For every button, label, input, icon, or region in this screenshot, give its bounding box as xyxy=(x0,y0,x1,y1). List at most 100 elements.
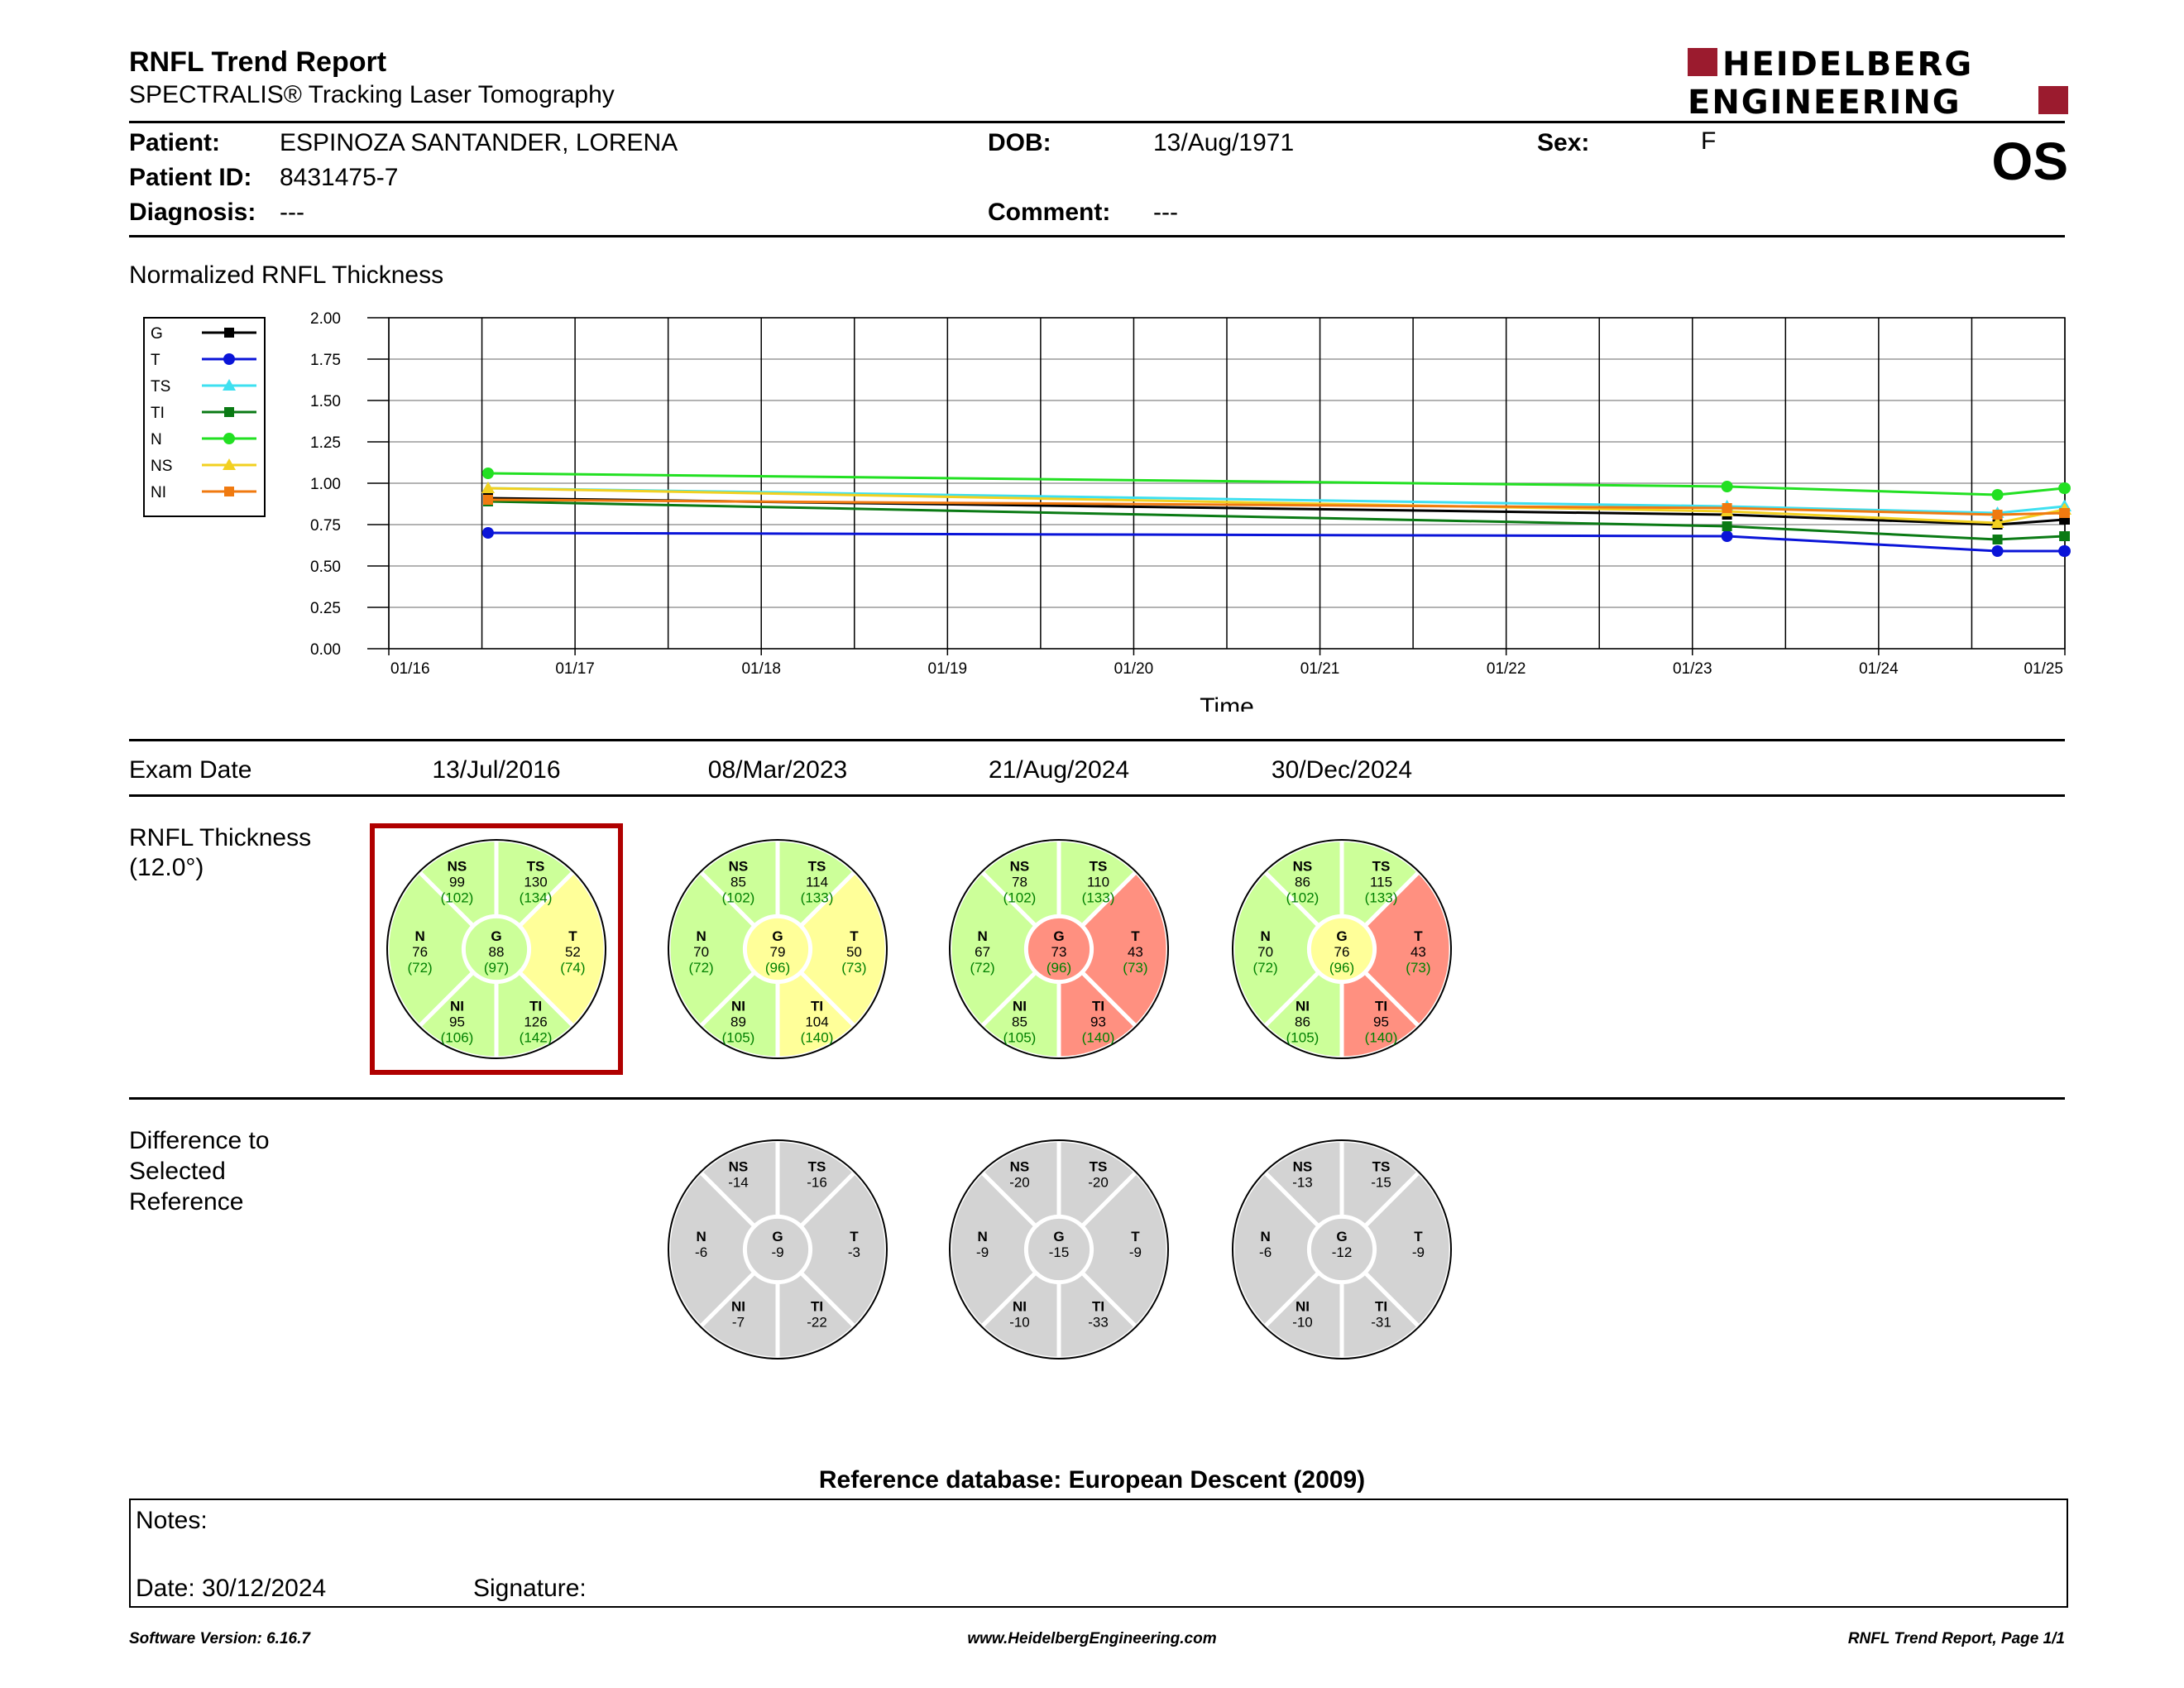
sector-value: 73 xyxy=(1051,944,1067,960)
data-point xyxy=(482,495,493,505)
data-point xyxy=(2060,531,2070,541)
sector-label-ns: NS xyxy=(1010,1159,1030,1175)
exam-date: 08/Mar/2023 xyxy=(707,756,848,784)
sector-label-ni: NI xyxy=(1296,998,1310,1014)
report-subtitle: SPECTRALIS® Tracking Laser Tomography xyxy=(129,81,615,108)
sector-g xyxy=(461,914,532,985)
x-tick-label: 01/17 xyxy=(555,660,595,678)
data-point xyxy=(1722,521,1732,531)
website-link[interactable]: www.HeidelbergEngineering.com xyxy=(967,1630,1217,1647)
sector-value: 76 xyxy=(1334,944,1350,960)
sector-difference: -9 xyxy=(1129,1244,1142,1260)
sector-g xyxy=(742,914,813,985)
sector-reference: (96) xyxy=(765,960,790,976)
thickness-circles: TS130(134)NS99(102)N76(72)NI95(106)TI126… xyxy=(370,823,1454,1075)
sector-value: 86 xyxy=(1295,875,1310,890)
data-point xyxy=(223,433,235,444)
sector-reference: (133) xyxy=(1365,890,1398,906)
x-tick-label: 01/20 xyxy=(1114,660,1154,678)
difference-label-2: Selected xyxy=(129,1158,226,1185)
sector-g xyxy=(1306,1214,1377,1285)
sector-value: 126 xyxy=(524,1014,547,1029)
data-point xyxy=(1722,503,1732,513)
sector-label-ns: NS xyxy=(729,1159,749,1175)
data-point xyxy=(2059,482,2071,494)
exam-date: 13/Jul/2016 xyxy=(432,756,561,784)
series-t xyxy=(481,527,2071,557)
legend-label: N xyxy=(151,431,162,448)
exam-date-label: Exam Date xyxy=(129,756,252,784)
difference-label-3: Reference xyxy=(129,1188,244,1216)
sector-value: 115 xyxy=(1370,875,1392,890)
thickness-circle: TS115(133)NS86(102)N70(72)NI86(105)TI95(… xyxy=(1230,837,1454,1061)
chart-divider xyxy=(129,739,2065,741)
thickness-label: RNFL Thickness xyxy=(129,824,312,851)
sector-label-t: T xyxy=(1131,1229,1140,1244)
legend-label: T xyxy=(151,352,160,369)
circle-outline xyxy=(1232,1139,1452,1360)
diagnosis-label: Diagnosis: xyxy=(129,199,256,226)
y-tick-label: 0.50 xyxy=(310,559,341,576)
circle-outline xyxy=(949,839,1169,1059)
sector-label-ts: TS xyxy=(1090,1159,1108,1175)
exam-date: 30/Dec/2024 xyxy=(1271,756,1413,784)
sector-reference: (73) xyxy=(1406,960,1430,976)
data-point xyxy=(1991,489,2004,501)
sector-value: 67 xyxy=(975,944,990,960)
dob-value: 13/Aug/1971 xyxy=(1153,129,1295,156)
sex-value: F xyxy=(1701,127,1717,155)
sector-value: 85 xyxy=(1012,1014,1027,1029)
sector-reference: (133) xyxy=(801,890,834,906)
sector-reference: (73) xyxy=(1123,960,1147,976)
sector-reference: (106) xyxy=(441,1029,474,1045)
sector-label-n: N xyxy=(1260,1229,1270,1244)
sector-value: 86 xyxy=(1295,1014,1310,1029)
y-tick-label: 0.75 xyxy=(310,517,341,535)
sector-g xyxy=(1023,914,1094,985)
sector-difference: -22 xyxy=(807,1314,827,1330)
series-ni xyxy=(482,495,2070,520)
sector-value: 89 xyxy=(730,1014,746,1029)
sector-label-ns: NS xyxy=(448,859,467,875)
chart-title: Normalized RNFL Thickness xyxy=(129,261,444,289)
sector-reference: (133) xyxy=(1082,890,1115,906)
sector-label-g: G xyxy=(491,928,501,944)
sector-reference: (96) xyxy=(1329,960,1354,976)
eye-indicator: OS xyxy=(1991,132,2068,191)
sector-reference: (72) xyxy=(1252,960,1277,976)
x-tick-label: 01/22 xyxy=(1487,660,1526,678)
notes-box: Notes: Date: 30/12/2024 Signature: xyxy=(129,1499,2068,1608)
sector-difference: -10 xyxy=(1292,1314,1313,1330)
patient-divider xyxy=(129,235,2065,237)
sector-reference: (105) xyxy=(722,1029,755,1045)
sector-reference: (97) xyxy=(484,960,509,976)
y-tick-label: 1.25 xyxy=(310,434,341,452)
patient-id-label: Patient ID: xyxy=(129,164,252,191)
legend-label: NS xyxy=(151,458,172,475)
y-tick-label: 0.25 xyxy=(310,600,341,617)
circle-outline xyxy=(949,1139,1169,1360)
sector-label-n: N xyxy=(696,1229,706,1244)
sector-label-ts: TS xyxy=(527,859,545,875)
sector-value: 130 xyxy=(524,875,547,890)
sector-label-ns: NS xyxy=(1293,859,1313,875)
sector-label-g: G xyxy=(1336,928,1347,944)
sector-difference: -7 xyxy=(732,1314,745,1330)
data-point xyxy=(1991,545,2004,557)
sector-label-ns: NS xyxy=(1293,1159,1313,1175)
data-point xyxy=(223,458,236,470)
notes-date: Date: 30/12/2024 xyxy=(136,1575,327,1602)
sector-difference: -31 xyxy=(1371,1314,1391,1330)
sector-label-t: T xyxy=(568,928,577,944)
signature-label: Signature: xyxy=(473,1575,587,1602)
data-point xyxy=(223,379,236,391)
patient-name: ESPINOZA SANTANDER, LORENA xyxy=(280,129,678,156)
y-tick-label: 0.00 xyxy=(310,641,341,659)
series-ts xyxy=(481,482,2071,518)
sector-value: 76 xyxy=(412,944,428,960)
sector-value: 110 xyxy=(1087,875,1109,890)
sector-reference: (102) xyxy=(722,890,755,906)
data-point xyxy=(1721,481,1733,492)
sector-g xyxy=(742,1214,813,1285)
dob-label: DOB: xyxy=(988,129,1051,156)
